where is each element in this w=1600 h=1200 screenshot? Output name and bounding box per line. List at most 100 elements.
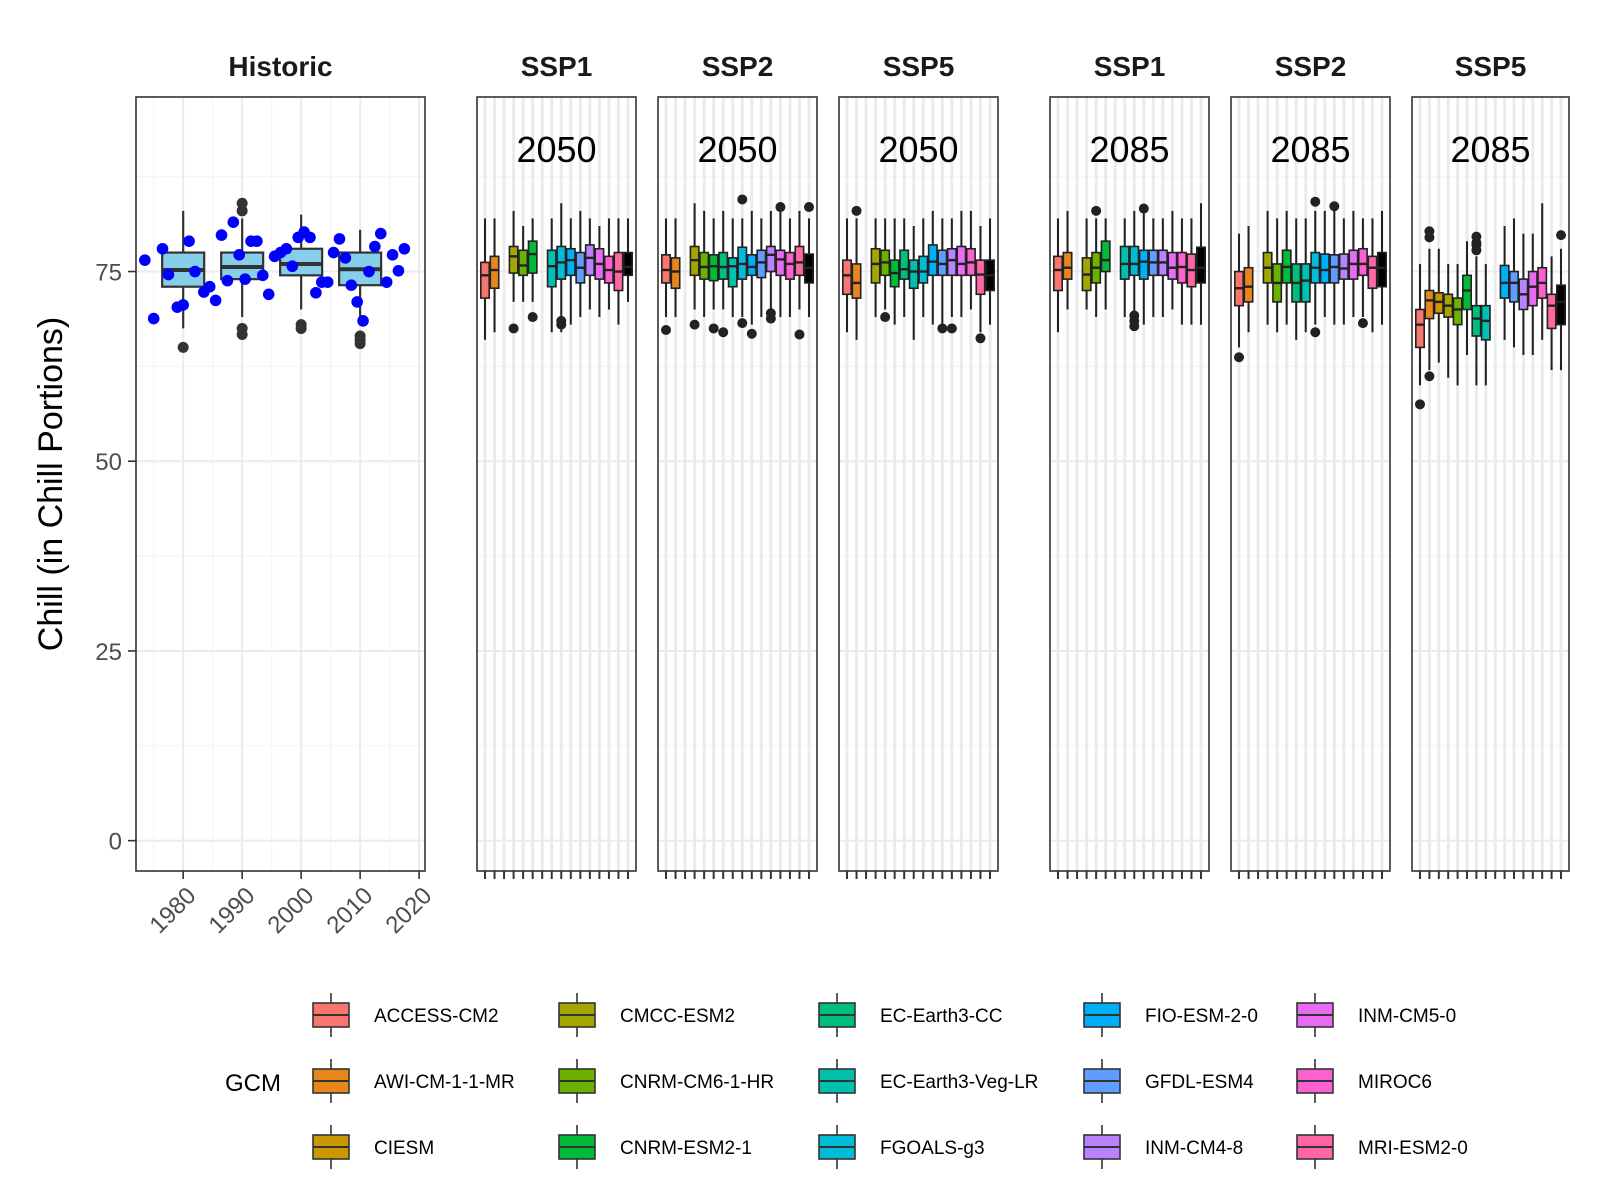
gcm-box xyxy=(927,210,938,325)
outlier-point xyxy=(708,323,719,334)
legend-label: FIO-ESM-2-0 xyxy=(1145,1006,1258,1027)
legend-item: CMCC-ESM2 xyxy=(558,993,735,1037)
legend-label: FGOALS-g3 xyxy=(880,1138,985,1159)
historic-point xyxy=(147,312,160,325)
legend-item: INM-CM5-0 xyxy=(1296,993,1456,1037)
box-iqr xyxy=(1053,255,1064,292)
box-iqr xyxy=(870,247,881,284)
outlier-point xyxy=(527,312,538,323)
gcm-box xyxy=(1091,205,1102,318)
box-iqr xyxy=(851,263,862,299)
outlier-point xyxy=(1091,205,1102,216)
gcm-box xyxy=(1433,248,1444,363)
strip-title: SSP5 xyxy=(883,51,955,82)
box-iqr xyxy=(841,259,852,296)
outlier-point xyxy=(1424,232,1435,243)
gcm-box xyxy=(1100,218,1111,310)
box-iqr xyxy=(1424,289,1435,320)
box-iqr xyxy=(1462,274,1473,311)
gcm-box xyxy=(1348,210,1359,318)
box-iqr xyxy=(746,254,757,277)
x-tick-label: 1980 xyxy=(145,882,202,939)
gcm-box xyxy=(613,218,624,325)
box-iqr xyxy=(956,245,967,277)
gcm-box xyxy=(1357,218,1368,329)
historic-point xyxy=(369,240,381,253)
gcm-box xyxy=(841,218,852,333)
outlier-point xyxy=(689,319,700,330)
legend-item: MRI-ESM2-0 xyxy=(1296,1125,1468,1169)
period-label: 2085 xyxy=(1089,129,1169,170)
box-iqr xyxy=(727,257,738,288)
gcm-box xyxy=(727,218,738,318)
gcm-box xyxy=(889,218,900,325)
gcm-box xyxy=(1452,263,1463,386)
legend-item: GFDL-ESM4 xyxy=(1083,1059,1254,1103)
gcm-box xyxy=(1556,230,1567,371)
legend-item: CNRM-CM6-1-HR xyxy=(558,1059,774,1103)
box-iqr xyxy=(908,259,919,290)
gcm-box xyxy=(546,218,557,333)
gcm-box xyxy=(1176,218,1187,325)
outlier-point xyxy=(737,194,748,205)
box-iqr xyxy=(1509,270,1520,303)
gcm-box xyxy=(1262,210,1273,325)
panel-border xyxy=(476,96,637,872)
historic-point xyxy=(386,249,399,261)
gcm-box xyxy=(508,210,519,334)
box-iqr xyxy=(670,257,681,290)
gcm-box xyxy=(670,218,681,318)
gcm-box xyxy=(1415,263,1426,410)
box-iqr xyxy=(584,244,595,277)
gcm-box xyxy=(1319,210,1330,318)
box-iqr xyxy=(565,247,576,277)
outlier-point xyxy=(1329,201,1340,212)
gcm-box xyxy=(756,218,767,318)
historic-point xyxy=(139,254,151,266)
legend: GCM ACCESS-CM2 AWI-CM-1-1-MR CIESM CMCC-ESM2… xyxy=(225,993,1468,1169)
gcm-box xyxy=(479,218,490,340)
gcm-box xyxy=(1462,241,1473,355)
legend-label: AWI-CM-1-1-MR xyxy=(374,1072,515,1093)
gcm-box xyxy=(1527,233,1538,355)
outlier-point xyxy=(946,323,957,334)
historic-point xyxy=(233,249,246,261)
legend-item: MIROC6 xyxy=(1296,1059,1432,1103)
gcm-box xyxy=(851,205,862,340)
box-iqr xyxy=(794,245,805,277)
historic-point xyxy=(183,235,195,247)
outlier-point xyxy=(880,312,891,323)
frame-layer xyxy=(128,96,1570,879)
box-iqr xyxy=(1338,253,1349,280)
box-iqr xyxy=(1300,263,1311,303)
y-axis-title: Chill (in Chill Portions) xyxy=(32,317,70,651)
box-iqr xyxy=(1243,266,1254,303)
gcm-box xyxy=(689,203,700,330)
panel-border xyxy=(135,96,426,872)
outlier-point xyxy=(746,328,757,339)
outlier-point xyxy=(1138,203,1149,214)
gcm-box xyxy=(1537,203,1548,340)
legend-label: INM-CM4-8 xyxy=(1145,1138,1243,1159)
legend-label: CNRM-ESM2-1 xyxy=(620,1138,752,1159)
gcm-box xyxy=(1480,263,1491,386)
historic-point xyxy=(392,264,405,277)
y-tick-label: 75 xyxy=(95,260,122,287)
gcm-box xyxy=(1471,231,1482,386)
box-iqr xyxy=(1377,251,1388,288)
historic-point xyxy=(357,315,369,327)
legend-label: CNRM-CM6-1-HR xyxy=(620,1072,774,1093)
outlier-point xyxy=(937,323,948,334)
panel-border xyxy=(657,96,818,872)
box-iqr xyxy=(1452,297,1463,326)
gcm-box xyxy=(1081,218,1092,310)
strip-title: SSP5 xyxy=(1455,51,1527,82)
gcm-box xyxy=(1291,218,1302,340)
box-iqr xyxy=(1138,249,1149,280)
outlier-point xyxy=(177,341,189,353)
panel-border xyxy=(1230,96,1391,872)
historic-box xyxy=(338,229,383,350)
gcm-box xyxy=(1129,210,1140,332)
gcm-box xyxy=(918,218,929,318)
gcm-box xyxy=(870,218,881,318)
